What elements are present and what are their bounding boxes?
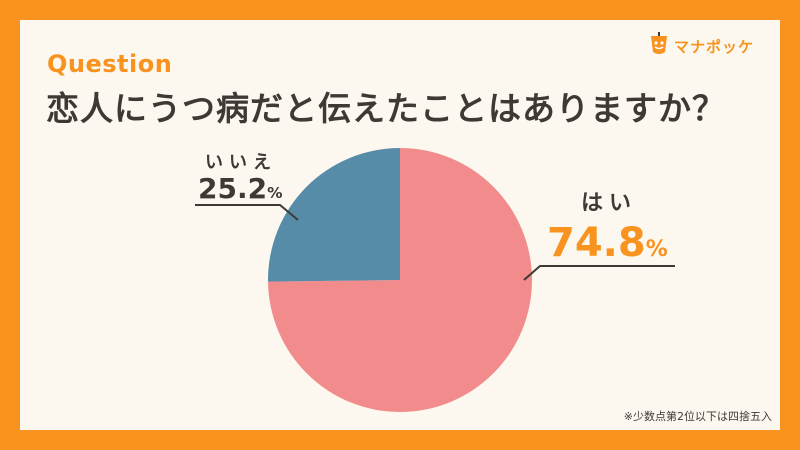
slice-value-yes-number: 74.8: [547, 220, 646, 266]
slice-value-yes: 74.8%: [547, 220, 668, 266]
pie-slice-no: [268, 148, 400, 282]
slice-value-no: 25.2%: [198, 172, 283, 205]
leader-line-no: [195, 204, 299, 221]
slice-label-no: いいえ: [205, 152, 277, 173]
brand-mascot-icon: [648, 32, 670, 60]
question-label: Question: [47, 50, 173, 78]
rounding-footnote: ※少数点第2位以下は四捨五入: [623, 410, 772, 423]
question-text: 恋人にうつ病だと伝えたことはありますか？: [46, 89, 726, 128]
slice-label-yes: はい: [581, 191, 638, 216]
slice-value-no-unit: %: [267, 184, 283, 202]
leader-line-yes: [523, 265, 675, 281]
pie-slice-yes: [268, 148, 532, 412]
slice-value-yes-unit: %: [645, 237, 668, 262]
brand-logo: マナポッケ: [648, 32, 754, 60]
slice-value-no-number: 25.2: [198, 172, 268, 205]
brand-name: マナポッケ: [673, 37, 754, 56]
